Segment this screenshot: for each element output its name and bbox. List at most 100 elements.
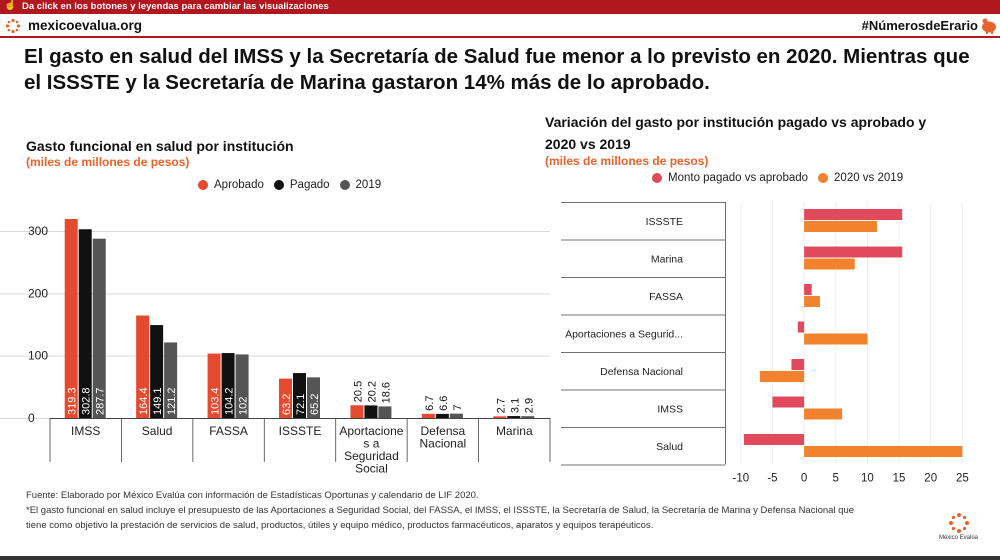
chart1-bar-aprobado xyxy=(421,413,435,418)
chart1-data-label: 18.6 xyxy=(380,382,392,403)
chart1-legend-item-2[interactable]: 2019 xyxy=(339,179,382,191)
chart1-data-label: 149.1 xyxy=(152,387,164,415)
chart2-subtitle: (miles de millones de pesos) xyxy=(545,154,709,168)
chart2-bar-2020-vs-2019 xyxy=(804,408,843,420)
chart1-bar-aprobado xyxy=(493,416,507,418)
top-banner: ☝ Da click en los botones y leyendas par… xyxy=(0,0,1000,14)
chart2-category-label: Salud xyxy=(656,441,683,453)
chart1-bar-pagado xyxy=(435,413,449,418)
chart1-data-label: 102 xyxy=(238,397,250,415)
chart2-xtick-label: -5 xyxy=(767,473,777,485)
chart2-xtick-label: 25 xyxy=(956,473,969,485)
chart2-category-label: Marina xyxy=(651,253,683,265)
chart1-bar-pagado xyxy=(221,353,235,418)
chart1-data-label: 103.4 xyxy=(210,387,222,415)
chart1-data-label: 121.2 xyxy=(166,387,178,415)
chart1-data-label: 3.1 xyxy=(509,398,521,413)
chart1-category-label: FASSA xyxy=(209,424,248,438)
chart1-legend[interactable]: Aprobado Pagado 2019 xyxy=(198,179,391,191)
page-headline: El gasto en salud del IMSS y la Secretar… xyxy=(24,45,970,94)
chart2-legend[interactable]: Monto pagado vs aprobado 2020 vs 2019 xyxy=(652,172,913,184)
source-notes: Fuente: Elaborado por México Evalúa con … xyxy=(26,488,946,533)
chart2-bar-2020-vs-2019 xyxy=(804,258,855,270)
chart2-legend-label: Monto pagado vs aprobado xyxy=(668,172,809,184)
chart1-category-label: Defensa xyxy=(421,424,466,438)
chart2-category-label: IMSS xyxy=(657,403,683,415)
chart1-bar-aprobado xyxy=(136,315,150,418)
chart1-bar-2019 xyxy=(521,416,535,418)
chart1-legend-label: Aprobado xyxy=(214,179,264,191)
chart1-subtitle: (miles de millones de pesos) xyxy=(26,155,190,169)
chart1-ytick-label: 300 xyxy=(28,224,48,238)
chart2-xtick-label: 15 xyxy=(893,473,906,485)
chart1-data-label: 20.2 xyxy=(366,381,378,402)
chart1-legend-item-0[interactable]: Aprobado xyxy=(198,179,264,191)
chart2-bar-2020-vs-2019 xyxy=(804,221,877,232)
brand-row: mexicoevalua.org #NúmerosdeErario xyxy=(0,14,1000,38)
chart2-xtick-label: 10 xyxy=(861,473,874,485)
chart1-category-label: Social xyxy=(355,462,388,476)
chart1-data-label: 2.9 xyxy=(523,398,535,413)
chart2-bar-2020-vs-2019 xyxy=(804,333,868,345)
chart2-bar-2020-vs-2019 xyxy=(759,371,805,382)
chart2-bar-2020-vs-2019 xyxy=(804,446,963,457)
note-line-2: tiene como objetivo la prestación de ser… xyxy=(26,520,654,531)
footer-logo-icon xyxy=(949,513,969,533)
chart2-xtick-label: -10 xyxy=(733,473,750,485)
chart2-title-line2: 2020 vs 2019 xyxy=(545,136,631,152)
piggy-bank-icon xyxy=(982,18,996,34)
chart2-category-label: Defensa Nacional xyxy=(600,366,683,378)
chart2-legend-item-0[interactable]: Monto pagado vs aprobado xyxy=(652,172,808,184)
chart2-xtick-label: 5 xyxy=(833,473,839,485)
chart1-category-label: Aportacione xyxy=(339,424,403,438)
chart1-bar-aprobado xyxy=(279,378,292,418)
chart1-data-label: 164.4 xyxy=(138,387,150,415)
chart1-bar-pagado xyxy=(150,325,164,418)
bar-chart-variacion: -10 -5 0 5 10 15 20 25 ISSSTE Marina FASSA Aportaci… xyxy=(561,202,969,485)
chart1-bar-pagado xyxy=(507,416,521,418)
chart2-category-label: Aportaciones a Segurid... xyxy=(565,328,683,340)
footer-logo-text: México Evalúa xyxy=(938,535,978,541)
chart1-legend-label: Pagado xyxy=(289,179,330,191)
chart1-data-label: 287.7 xyxy=(95,387,107,415)
chart2-bar-pagado-vs-aprobado xyxy=(797,321,805,333)
chart1-bar-2019 xyxy=(307,377,320,418)
chart1-bar-2019 xyxy=(235,354,249,418)
chart1-bar-2019 xyxy=(92,238,106,418)
chart1-legend-label: 2019 xyxy=(355,179,382,191)
chart2-category-label: ISSSTE xyxy=(646,216,683,228)
chart1-bar-2019 xyxy=(378,406,392,418)
chart1-data-label: 7 xyxy=(452,405,464,411)
chart2-bar-pagado-vs-aprobado xyxy=(804,246,903,258)
chart2-legend-label: 2020 vs 2019 xyxy=(834,172,904,184)
chart1-legend-item-1[interactable]: Pagado xyxy=(273,179,330,191)
chart1-bar-aprobado xyxy=(64,218,78,418)
chart2-xtick-label: 0 xyxy=(801,473,807,485)
pointer-hand-icon: ☝ xyxy=(4,0,17,11)
chart1-ytick-label: 100 xyxy=(28,349,48,363)
chart1-data-label: 6.6 xyxy=(438,396,450,411)
chart1-data-label: 65.2 xyxy=(309,394,321,415)
chart2-title-line1: Variación del gasto por institución paga… xyxy=(545,114,927,130)
chart1-data-label: 104.2 xyxy=(224,387,236,415)
chart1-category-label: Nacional xyxy=(420,437,467,451)
chart1-category-label: Marina xyxy=(496,424,533,438)
chart2-bar-pagado-vs-aprobado xyxy=(772,396,805,408)
chart1-data-label: 20.5 xyxy=(352,381,364,402)
bottom-bar xyxy=(0,556,1000,560)
chart1-ytick-label: 0 xyxy=(28,411,35,425)
note-line-1: *El gasto funcional en salud incluye el … xyxy=(26,505,855,516)
chart1-category-label: ISSSTE xyxy=(279,424,322,438)
chart2-legend-item-1[interactable]: 2020 vs 2019 xyxy=(818,172,903,184)
chart2-legend-dot xyxy=(818,173,829,183)
chart2-bar-pagado-vs-aprobado xyxy=(804,209,903,220)
chart2-bar-pagado-vs-aprobado xyxy=(743,434,805,445)
chart1-data-label: 302.8 xyxy=(81,387,93,415)
chart1-bar-pagado xyxy=(293,373,306,418)
chart2-bar-2020-vs-2019 xyxy=(804,296,820,307)
chart1-legend-dot xyxy=(339,180,350,190)
chart2-bar-pagado-vs-aprobado xyxy=(804,284,812,295)
chart1-data-label: 63.2 xyxy=(281,394,293,415)
site-link[interactable]: mexicoevalua.org xyxy=(28,18,143,33)
